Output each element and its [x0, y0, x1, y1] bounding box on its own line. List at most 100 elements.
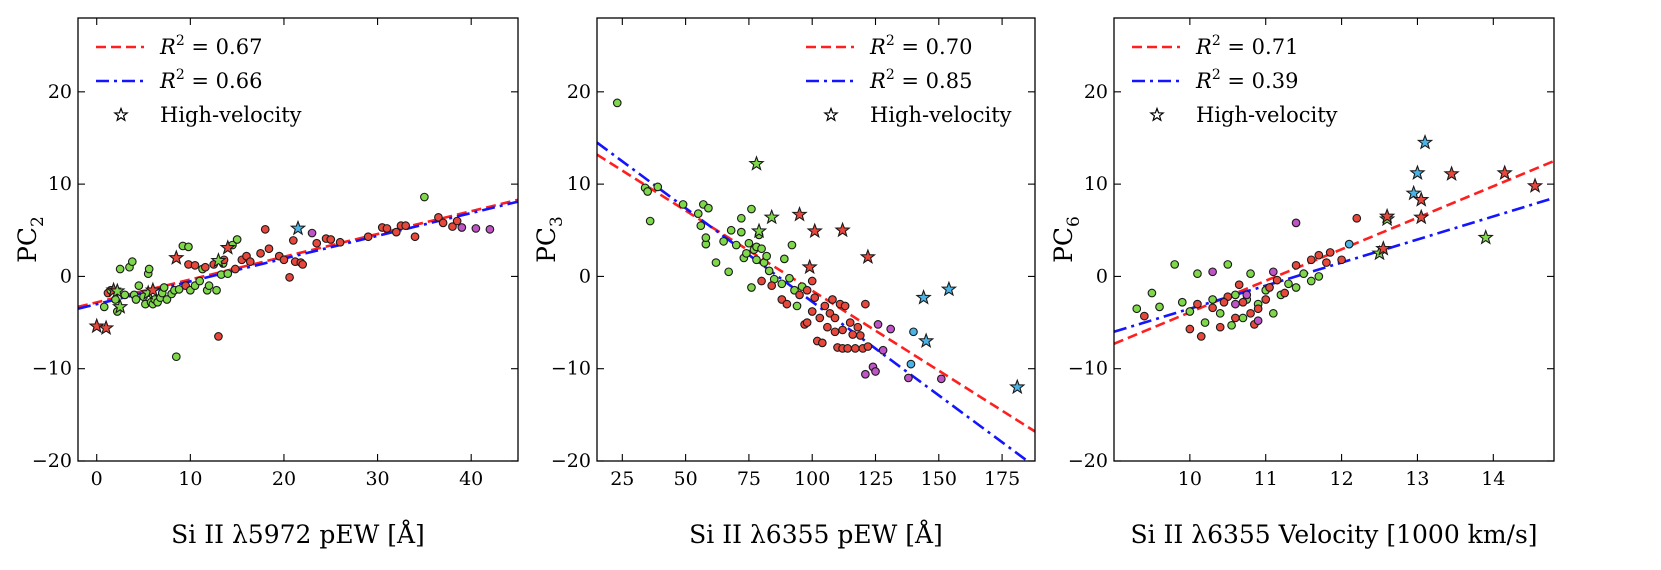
panel-2-data-point [785, 273, 794, 283]
panel-3-high-velocity-point [1477, 229, 1494, 245]
panel-1-y-tick-label: −20 [32, 450, 72, 472]
panel-1-y-axis-label: PC2 [13, 216, 48, 263]
panel-1-y-axis-label-sub: 2 [28, 216, 48, 227]
panel-2-data-point [848, 330, 858, 339]
panel-3-data-point [1208, 295, 1217, 304]
panel-2-data-point [678, 200, 688, 209]
panel-1-data-point [312, 238, 322, 248]
panel-2-fit-line-1 [597, 153, 1035, 433]
panel-2-y-tick-label: 10 [567, 173, 591, 195]
panel-2-data-point [828, 295, 837, 304]
panel-2-data-point [764, 266, 774, 276]
panel-2-data-point [861, 369, 870, 379]
panel-3-data-point [1200, 318, 1210, 327]
panel-3-data-point [1155, 302, 1164, 312]
panel-1-data-point [127, 257, 137, 267]
panel-1-fit-line-2 [78, 200, 518, 310]
panel-3-data-point [1147, 288, 1157, 298]
panel-2-data-point [878, 345, 888, 355]
panel-1-data-point [260, 224, 270, 234]
panel-3-data-point [1185, 324, 1195, 334]
panel-2-data-point [704, 203, 713, 213]
panel-1-data-point [171, 352, 181, 362]
panel-2-data-point [815, 313, 825, 323]
panel-3-data-point [1215, 322, 1225, 332]
panel-2-data-point [777, 279, 787, 289]
panel-1-data-point [190, 260, 200, 270]
panel-2-data-point [747, 283, 756, 292]
panel-2-data-point [855, 331, 865, 340]
panel-3-data-point [1253, 316, 1263, 326]
panel-1-data-point [457, 223, 467, 232]
panel-2-data-point [701, 233, 711, 243]
panel-1-data-point [159, 283, 169, 292]
panel-3-data-point [1352, 213, 1362, 223]
panel-2-data-point [643, 187, 652, 196]
panel-3-data-point [1208, 303, 1217, 313]
panel-1-legend-label-3: High-velocity [160, 103, 302, 127]
panel-3-data-point [1291, 218, 1301, 228]
panel-2-data-point [871, 367, 880, 376]
panel-3-ticks: 10 11 12 13 14 −20 −10 0 10 20 [1068, 18, 1554, 490]
panel-2-data-point [840, 301, 850, 311]
panel-1-high-velocity-point [109, 282, 126, 299]
panel-2-data-point [838, 325, 847, 335]
panel-2-data-point [645, 216, 655, 226]
panel-2-high-velocity-point [791, 205, 808, 222]
panel-2-data-point [787, 240, 797, 250]
panel-1-legend: R2 = 0.67 R2 = 0.66 High-velocity [96, 33, 302, 127]
panel-2-high-velocity-point [1009, 378, 1026, 395]
panel-2-high-velocity-point [748, 155, 765, 171]
panel-3-y-tick-label: 0 [1096, 265, 1108, 287]
panel-2-data-point [757, 244, 766, 254]
panel-1-y-tick-label: −10 [32, 358, 72, 380]
panel-3-high-velocity-point [1416, 133, 1434, 150]
panel-2-high-velocity-point [859, 248, 877, 264]
panel-3-data-point [1314, 250, 1324, 260]
panel-2-data-point [807, 276, 817, 286]
panel-1-x-tick-label: 40 [459, 468, 483, 490]
panel-2-data-point [612, 98, 622, 108]
panel-3-legend-label-1: R2 = 0.71 [1195, 33, 1298, 59]
panel-1-data-point [448, 222, 457, 231]
panel-3-data-point [1193, 269, 1202, 278]
panel-2-data-point [845, 318, 855, 327]
panel-2-high-velocity-point [917, 332, 935, 348]
panel-3-y-axis-label: PC6 [1049, 216, 1084, 263]
panel-2-legend-star-icon [823, 106, 839, 122]
panel-3-high-velocity-point [1496, 164, 1513, 181]
panel-3-data-point [1231, 290, 1240, 300]
panel-3-high-velocity-point [1443, 165, 1460, 181]
panel-2-y-tick-label: 20 [567, 81, 591, 103]
panel-3-data-point [1234, 280, 1244, 290]
panel-2-y-tick-label: −20 [551, 450, 591, 472]
panel-1: 0 10 20 30 40 −20 −10 0 10 20 Si II λ5972 pEW [Å]… [13, 17, 519, 549]
panel-2-data-point [792, 301, 802, 311]
panel-2-y-axis-label: PC3 [532, 216, 567, 263]
panel-2-data-point [782, 299, 792, 309]
panel-3-data-point [1238, 313, 1248, 323]
panel-1-data-point [195, 276, 205, 286]
panel-3-x-tick-label: 13 [1405, 468, 1429, 490]
panel-3-high-velocity-point [1409, 164, 1426, 181]
panel-2-data-point [802, 285, 812, 295]
panel-2-legend-label-3: High-velocity [870, 103, 1012, 127]
panel-1-data-point [382, 224, 392, 233]
panel-2-x-axis-label: Si II λ6355 pEW [Å] [689, 519, 943, 549]
panel-3-data-point [1246, 308, 1255, 318]
panel-2-y-axis-label-sub: 3 [547, 216, 567, 227]
panel-3-data-point [1306, 276, 1316, 286]
panel-3-legend: R2 = 0.71 R2 = 0.39 High-velocity [1132, 33, 1338, 127]
panel-1-data-point [298, 260, 308, 269]
panel-3-data-point [1177, 297, 1187, 307]
panel-2-legend: R2 = 0.70 R2 = 0.85 High-velocity [806, 33, 1012, 127]
panel-3-high-velocity-point [1526, 177, 1544, 193]
panel-2-data-point [747, 204, 756, 214]
panel-2-data-point [820, 301, 830, 311]
panel-2-high-velocity-point [750, 222, 768, 239]
panel-3-data-point [1291, 260, 1301, 270]
panel-3-y-tick-label: −10 [1068, 358, 1108, 380]
panel-1-data-point [420, 192, 429, 202]
panel-3-data-point [1265, 283, 1274, 292]
panel-2-y-axis-label-main: PC [532, 227, 561, 263]
